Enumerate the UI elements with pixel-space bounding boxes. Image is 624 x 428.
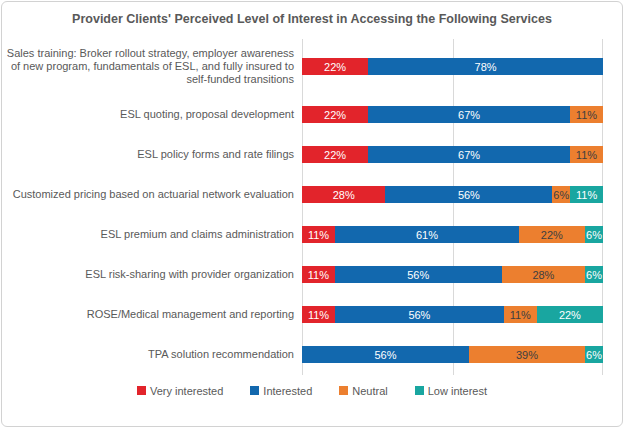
bar-segment-low-interest: 6%: [585, 266, 603, 283]
legend: Very interested Interested Neutral Low inte…: [2, 385, 622, 397]
bar-segment-very-interested: 22%: [302, 58, 368, 75]
legend-item-neutral: Neutral: [339, 385, 387, 397]
legend-label: Neutral: [352, 385, 387, 397]
bar-track: 22%78%: [302, 58, 603, 75]
bar-segment-very-interested: 11%: [302, 226, 335, 243]
category-label: Sales training: Broker rollout strategy,…: [2, 47, 302, 86]
legend-swatch-icon: [415, 386, 424, 395]
bar-segment-very-interested: 22%: [302, 146, 368, 163]
bar-track: 56%39%6%: [302, 346, 603, 363]
legend-swatch-icon: [250, 386, 259, 395]
bar-track: 11%61%22%6%: [302, 226, 603, 243]
legend-label: Very interested: [150, 385, 223, 397]
chart-row: ESL premium and claims administration11%…: [2, 215, 622, 255]
legend-label: Interested: [263, 385, 312, 397]
bar-segment-interested: 56%: [335, 306, 504, 323]
bar-segment-very-interested: 11%: [302, 266, 335, 283]
bar-segment-very-interested: 28%: [302, 186, 385, 203]
chart-row: TPA solution recommendation56%39%6%: [2, 335, 622, 375]
bar-segment-interested: 61%: [335, 226, 519, 243]
bar-segment-neutral: 28%: [502, 266, 585, 283]
chart-row: ROSE/Medical management and reporting11%…: [2, 295, 622, 335]
bar-segment-interested: 56%: [385, 186, 552, 203]
category-label: ESL premium and claims administration: [2, 228, 302, 241]
bar-segment-interested: 56%: [302, 346, 469, 363]
bar-segment-interested: 56%: [335, 266, 502, 283]
bar-segment-very-interested: 11%: [302, 306, 335, 323]
bar-segment-interested: 67%: [368, 146, 570, 163]
plot-rows: Sales training: Broker rollout strategy,…: [2, 39, 622, 375]
category-label: Customized pricing based on actuarial ne…: [2, 188, 302, 201]
bar-segment-low-interest: 22%: [537, 306, 603, 323]
bar-segment-neutral: 11%: [570, 146, 603, 163]
bar-segment-low-interest: 11%: [570, 186, 603, 203]
chart-container: Provider Clients' Perceived Level of Int…: [1, 1, 623, 427]
legend-item-very-interested: Very interested: [137, 385, 223, 397]
legend-item-interested: Interested: [250, 385, 312, 397]
chart-row: ESL quoting, proposal development22%67%1…: [2, 95, 622, 135]
category-label: ROSE/Medical management and reporting: [2, 308, 302, 321]
bar-track: 11%56%28%6%: [302, 266, 603, 283]
bar-segment-neutral: 11%: [504, 306, 537, 323]
bar-track: 22%67%11%: [302, 146, 603, 163]
bar-segment-neutral: 6%: [552, 186, 570, 203]
category-label: ESL risk-sharing with provider organizat…: [2, 268, 302, 281]
bar-segment-low-interest: 6%: [585, 346, 603, 363]
bar-track: 22%67%11%: [302, 106, 603, 123]
bar-segment-neutral: 39%: [469, 346, 585, 363]
legend-item-low-interest: Low interest: [415, 385, 487, 397]
bar-segment-low-interest: 6%: [585, 226, 603, 243]
bar-track: 28%56%6%11%: [302, 186, 603, 203]
chart-row: Sales training: Broker rollout strategy,…: [2, 39, 622, 95]
bar-segment-interested: 78%: [368, 58, 603, 75]
plot-area: Sales training: Broker rollout strategy,…: [2, 39, 622, 375]
chart-row: ESL risk-sharing with provider organizat…: [2, 255, 622, 295]
bar-segment-interested: 67%: [368, 106, 570, 123]
legend-swatch-icon: [339, 386, 348, 395]
category-label: ESL quoting, proposal development: [2, 108, 302, 121]
legend-label: Low interest: [428, 385, 487, 397]
bar-segment-neutral: 22%: [519, 226, 585, 243]
bar-segment-very-interested: 22%: [302, 106, 368, 123]
bar-segment-neutral: 11%: [570, 106, 603, 123]
chart-row: Customized pricing based on actuarial ne…: [2, 175, 622, 215]
legend-swatch-icon: [137, 386, 146, 395]
chart-title: Provider Clients' Perceived Level of Int…: [44, 11, 580, 28]
category-label: TPA solution recommendation: [2, 348, 302, 361]
bar-track: 11%56%11%22%: [302, 306, 603, 323]
chart-row: ESL policy forms and rate filings22%67%1…: [2, 135, 622, 175]
category-label: ESL policy forms and rate filings: [2, 148, 302, 161]
